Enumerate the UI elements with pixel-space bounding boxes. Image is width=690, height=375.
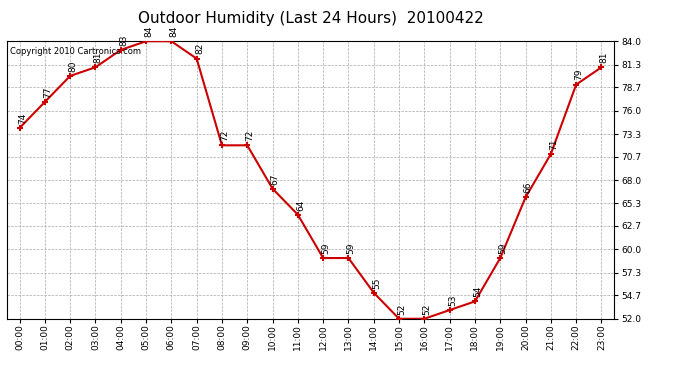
Text: 71: 71 [549, 138, 558, 150]
Text: Copyright 2010 Cartronics.com: Copyright 2010 Cartronics.com [10, 47, 141, 56]
Text: 82: 82 [195, 43, 204, 54]
Text: 55: 55 [372, 277, 381, 289]
Text: Outdoor Humidity (Last 24 Hours)  20100422: Outdoor Humidity (Last 24 Hours) 2010042… [137, 11, 484, 26]
Text: 81: 81 [94, 52, 103, 63]
Text: 72: 72 [220, 130, 229, 141]
Text: 59: 59 [499, 242, 508, 254]
Text: 74: 74 [18, 112, 27, 124]
Text: 53: 53 [448, 294, 457, 306]
Text: 72: 72 [246, 130, 255, 141]
Text: 59: 59 [347, 242, 356, 254]
Text: 81: 81 [600, 52, 609, 63]
Text: 52: 52 [423, 303, 432, 315]
Text: 84: 84 [144, 26, 153, 37]
Text: 77: 77 [43, 86, 52, 98]
Text: 84: 84 [170, 26, 179, 37]
Text: 59: 59 [322, 242, 331, 254]
Text: 52: 52 [397, 303, 406, 315]
Text: 54: 54 [473, 286, 482, 297]
Text: 79: 79 [575, 69, 584, 81]
Text: 80: 80 [68, 60, 77, 72]
Text: 67: 67 [271, 173, 280, 184]
Text: 66: 66 [524, 182, 533, 193]
Text: 64: 64 [296, 199, 305, 210]
Text: 83: 83 [119, 34, 128, 46]
